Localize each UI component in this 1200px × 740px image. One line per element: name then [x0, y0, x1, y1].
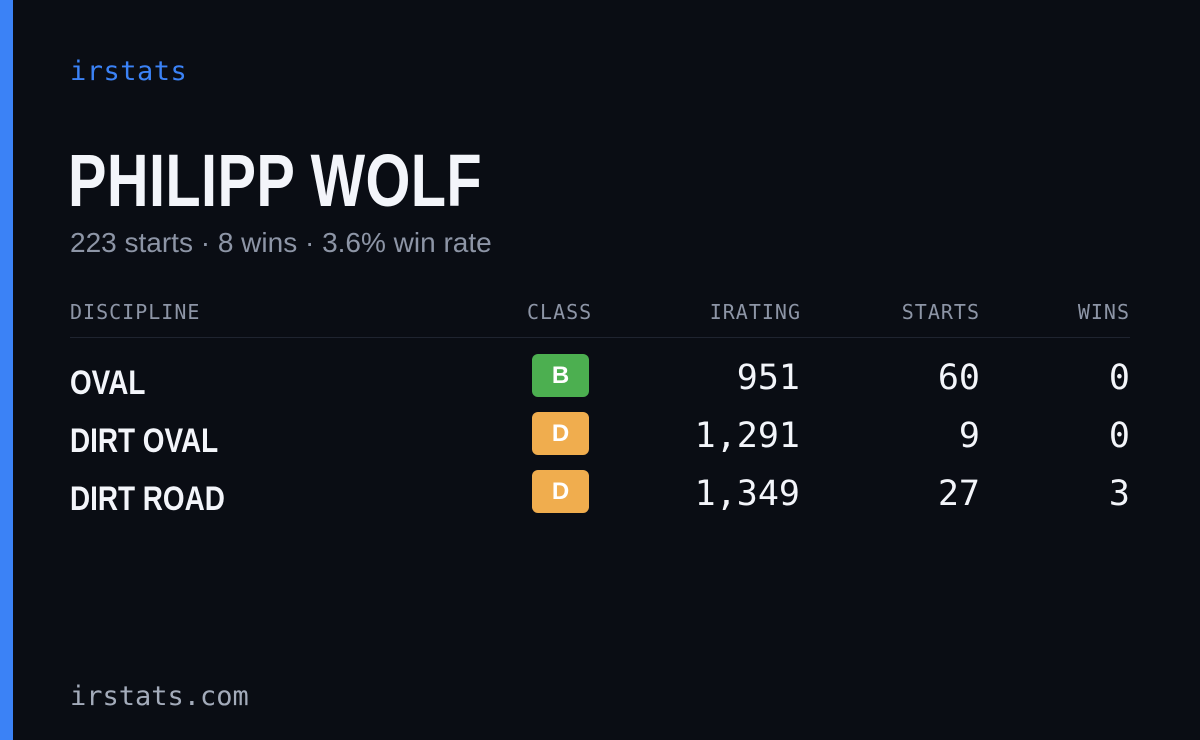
irating-value: 1,291 — [694, 416, 800, 456]
wins-value: 0 — [1108, 358, 1130, 398]
class-badge: D — [532, 412, 589, 455]
header-class: CLASS — [527, 300, 593, 324]
table-header: DISCIPLINE CLASS IRATING STARTS WINS — [70, 296, 1130, 338]
brand-logo: irstats — [70, 56, 188, 87]
starts-value: 60 — [937, 358, 980, 398]
stats-table: DISCIPLINE CLASS IRATING STARTS WINS OVA… — [70, 296, 1130, 518]
starts-value: 27 — [937, 474, 980, 514]
table-row: OVAL B 951 60 0 — [70, 354, 1130, 412]
irating-value: 1,349 — [694, 474, 800, 514]
accent-bar — [0, 0, 13, 740]
irating-value: 951 — [736, 358, 800, 398]
driver-summary: 223 starts · 8 wins · 3.6% win rate — [70, 227, 492, 258]
class-badge: D — [532, 470, 589, 513]
header-starts: STARTS — [901, 300, 980, 324]
discipline-name: DIRT ROAD — [70, 480, 225, 518]
class-badge: B — [532, 354, 589, 397]
wins-value: 3 — [1108, 474, 1130, 514]
table-row: DIRT OVAL D 1,291 9 0 — [70, 412, 1130, 470]
driver-name: PHILIPP WOLF — [68, 139, 483, 222]
table-row: DIRT ROAD D 1,349 27 3 — [70, 470, 1130, 528]
discipline-name: DIRT OVAL — [70, 422, 219, 460]
wins-value: 0 — [1108, 416, 1130, 456]
starts-value: 9 — [958, 416, 980, 456]
header-irating: IRATING — [709, 300, 801, 324]
discipline-name: OVAL — [70, 364, 146, 402]
header-wins: WINS — [1077, 300, 1130, 324]
header-discipline: DISCIPLINE — [70, 300, 201, 324]
footer-url: irstats.com — [70, 681, 249, 712]
table-body: OVAL B 951 60 0 DIRT OVAL D 1,291 9 0 DI… — [70, 354, 1130, 528]
